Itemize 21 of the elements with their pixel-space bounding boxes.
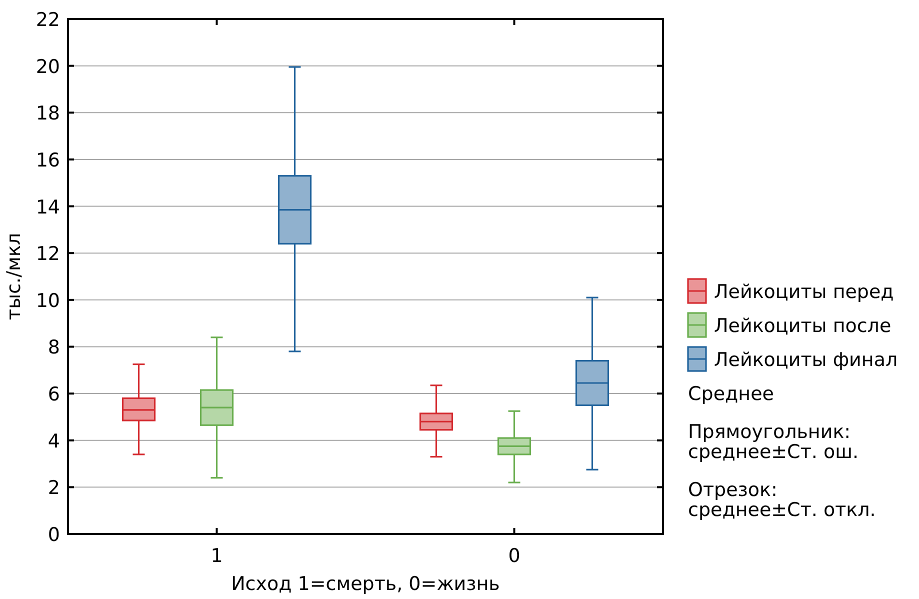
text: Прямоугольник: среднее±Ст. ош.: [688, 421, 859, 463]
legend-label: Лейкоциты перед: [714, 281, 894, 303]
y-tick-label: 0: [48, 524, 60, 546]
y-tick-label: 2: [48, 477, 60, 500]
text: Среднее: [688, 383, 774, 405]
y-tick-label: 18: [36, 102, 60, 125]
y-tick-label: 14: [36, 196, 60, 218]
x-tick-label: 1: [210, 545, 223, 567]
y-tick-label: 4: [48, 430, 60, 452]
y-tick-label: 12: [36, 243, 60, 266]
y-tick-label: 6: [48, 384, 60, 406]
y-tick-label: 22: [36, 9, 60, 31]
y-axis-title: тыс./мкл: [3, 233, 25, 320]
legend-label: Лейкоциты финал: [714, 349, 898, 371]
x-axis-title: Исход 1=смерть, 0=жизнь: [231, 573, 500, 595]
y-tick-label: 16: [36, 149, 60, 172]
y-tick-label: 8: [48, 336, 60, 359]
y-tick-label: 10: [36, 290, 60, 312]
legend-label: Лейкоциты после: [714, 315, 892, 337]
y-tick-label: 20: [36, 56, 60, 78]
text: Отрезок: среднее±Ст. откл.: [688, 479, 876, 521]
